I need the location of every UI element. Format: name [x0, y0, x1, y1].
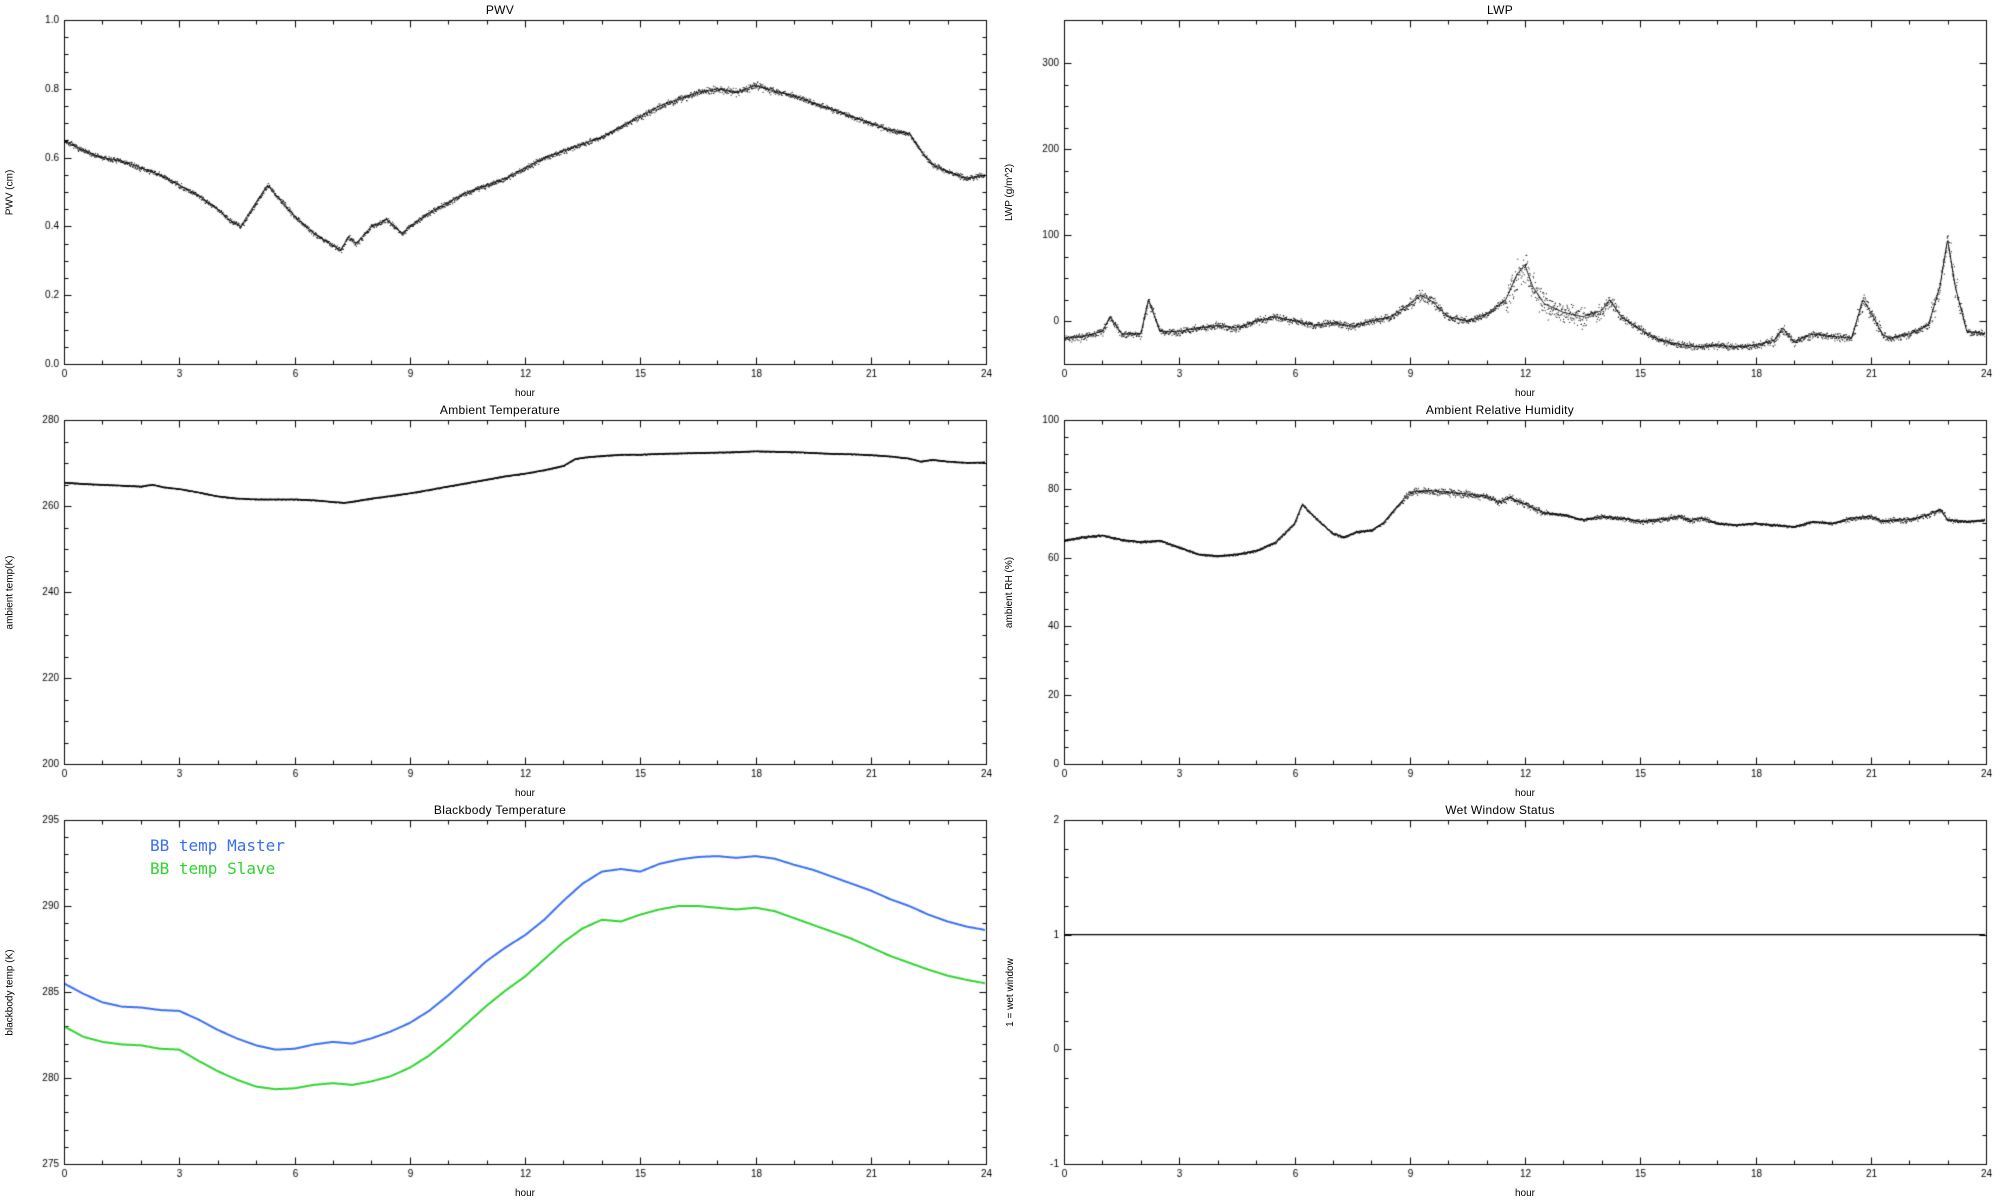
- ambient-rh-plot: [1000, 400, 2000, 800]
- panel-ambient-rh: Ambient Relative Humidity ambient RH (%)…: [1000, 400, 2000, 800]
- panel-blackbody-temperature: Blackbody Temperature blackbody temp (K)…: [0, 800, 1000, 1200]
- legend-bb-temp-slave: BB temp Slave: [150, 859, 276, 878]
- panel-wet-window-status: Wet Window Status 1 = wet window hour: [1000, 800, 2000, 1200]
- blackbody-temperature-plot: [0, 800, 1000, 1200]
- panel-pwv: PWV PWV (cm) hour: [0, 0, 1000, 400]
- legend-bb-temp-master: BB temp Master: [150, 836, 285, 855]
- lwp-plot: [1000, 0, 2000, 400]
- bb-legend: BB temp Master BB temp Slave: [150, 834, 285, 880]
- x-axis-label-wet-window-status: hour: [1514, 1188, 1535, 1199]
- x-axis-label-lwp: hour: [1514, 388, 1535, 399]
- x-axis-label-ambient-temperature: hour: [514, 788, 535, 799]
- panel-lwp: LWP LWP (g/m^2) hour: [1000, 0, 2000, 400]
- ambient-temperature-plot: [0, 400, 1000, 800]
- wet-window-status-plot: [1000, 800, 2000, 1200]
- x-axis-label-blackbody-temperature: hour: [514, 1188, 535, 1199]
- pwv-plot: [0, 0, 1000, 400]
- panel-ambient-temperature: Ambient Temperature ambient temp(K) hour: [0, 400, 1000, 800]
- x-axis-label-ambient-rh: hour: [1514, 788, 1535, 799]
- x-axis-label-pwv: hour: [514, 388, 535, 399]
